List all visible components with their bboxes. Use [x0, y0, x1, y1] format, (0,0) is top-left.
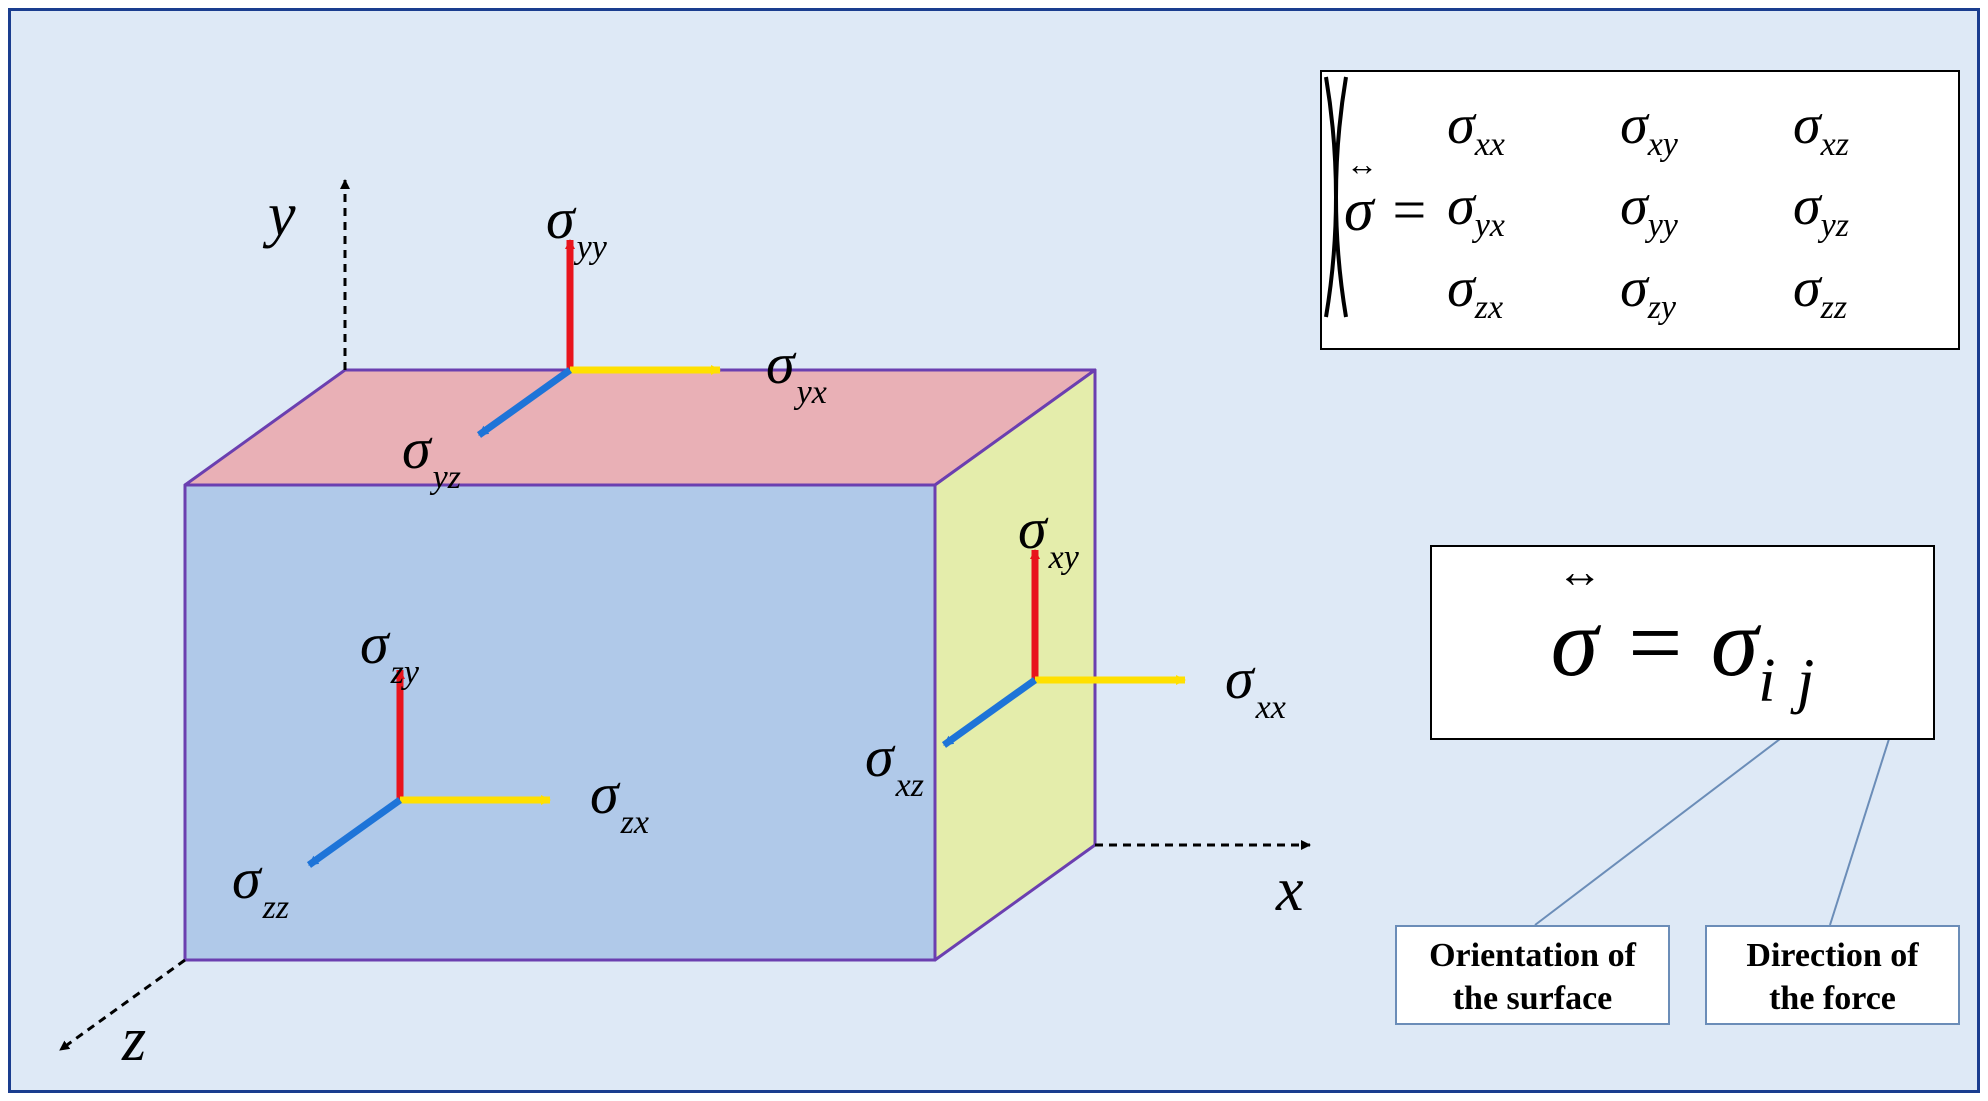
right-face-label-right: σxx	[1225, 645, 1284, 712]
callout-right-line	[1830, 720, 1895, 925]
z-axis-label: z	[122, 1005, 146, 1076]
matrix-grid: σxxσxyσxz σyxσyyσyz σzxσzyσzz	[1439, 87, 1938, 333]
matrix-cell-zy: σzy	[1620, 256, 1757, 327]
callout-direction: Direction ofthe force	[1705, 925, 1960, 1025]
cube-front-face	[185, 485, 935, 960]
top-face-label-diag: σyz	[402, 415, 459, 482]
y-axis-label: y	[268, 180, 296, 251]
front-face-label-diag: σzz	[232, 845, 287, 912]
right-face-label-up: σxy	[1018, 495, 1077, 562]
top-face-label-right: σyx	[766, 330, 825, 397]
matrix-cell-yz: σyz	[1793, 174, 1930, 245]
matrix-cell-zz: σzz	[1793, 256, 1930, 327]
front-face-label-up: σzy	[360, 610, 417, 677]
matrix-cell-yy: σyy	[1620, 174, 1757, 245]
tensor-matrix-box: ↔σ =σxxσxyσxzσyxσyyσyzσzxσzyσzz	[1320, 70, 1960, 350]
matrix-cell-yx: σyx	[1447, 174, 1584, 245]
x-axis-label: x	[1276, 855, 1304, 926]
callout-left-line	[1535, 720, 1805, 925]
callout-orientation: Orientation ofthe surface	[1395, 925, 1670, 1025]
matrix-cell-zx: σzx	[1447, 256, 1584, 327]
matrix-cell-xx: σxx	[1447, 93, 1584, 164]
front-face-label-right: σzx	[590, 760, 647, 827]
right-face-label-diag: σxz	[865, 723, 922, 790]
index-notation-text: ↔σ = σi j	[1551, 587, 1814, 698]
matrix-cell-xz: σxz	[1793, 93, 1930, 164]
index-notation-box: ↔σ = σi j	[1430, 545, 1935, 740]
matrix-right-paren	[1322, 72, 1350, 322]
top-face-label-up: σyy	[546, 185, 605, 252]
matrix-cell-xy: σxy	[1620, 93, 1757, 164]
